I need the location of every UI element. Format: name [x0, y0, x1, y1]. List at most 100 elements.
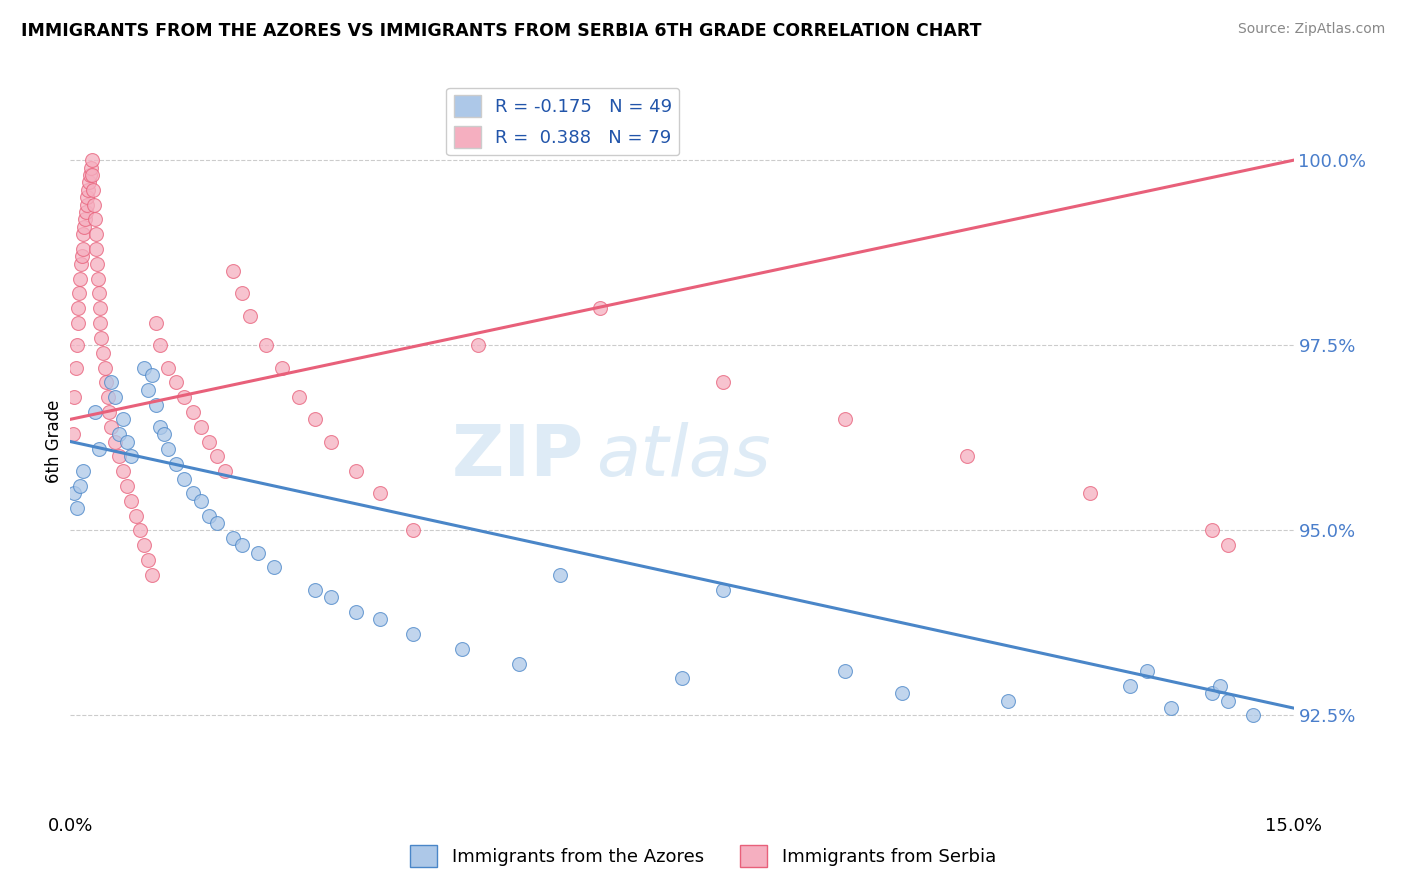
Point	[1201, 686, 1223, 700]
Point	[90, 331, 112, 345]
Point	[75, 205, 97, 219]
Point	[344, 605, 367, 619]
Point	[145, 316, 167, 330]
Point	[548, 567, 571, 582]
Point	[205, 450, 228, 464]
Point	[112, 464, 135, 478]
Point	[66, 316, 89, 330]
Point	[70, 250, 93, 264]
Point	[198, 434, 221, 449]
Point	[1136, 664, 1159, 678]
Point	[72, 242, 94, 256]
Point	[222, 264, 245, 278]
Point	[72, 464, 94, 478]
Point	[181, 486, 204, 500]
Point	[149, 419, 172, 434]
Point	[402, 627, 425, 641]
Point	[271, 360, 294, 375]
Point	[321, 434, 343, 449]
Text: Source: ZipAtlas.com: Source: ZipAtlas.com	[1237, 22, 1385, 37]
Point	[136, 383, 159, 397]
Point	[956, 450, 979, 464]
Point	[132, 538, 155, 552]
Point	[87, 442, 110, 456]
Point	[91, 345, 114, 359]
Point	[1241, 708, 1264, 723]
Point	[157, 442, 180, 456]
Point	[190, 419, 212, 434]
Point	[124, 508, 146, 523]
Point	[287, 390, 309, 404]
Point	[77, 183, 100, 197]
Point	[76, 197, 98, 211]
Point	[222, 531, 245, 545]
Point	[67, 301, 90, 316]
Point	[108, 450, 131, 464]
Point	[80, 153, 103, 168]
Point	[73, 212, 96, 227]
Point	[84, 227, 107, 242]
Point	[997, 694, 1019, 708]
Point	[834, 412, 856, 426]
Point	[145, 398, 167, 412]
Point	[508, 657, 530, 671]
Point	[117, 479, 139, 493]
Point	[1218, 694, 1240, 708]
Point	[73, 219, 96, 234]
Point	[834, 664, 856, 678]
Point	[239, 309, 262, 323]
Point	[368, 612, 391, 626]
Point	[450, 641, 472, 656]
Y-axis label: 6th Grade: 6th Grade	[45, 400, 63, 483]
Point	[198, 508, 221, 523]
Point	[136, 553, 159, 567]
Point	[141, 567, 163, 582]
Point	[69, 271, 91, 285]
Point	[121, 450, 143, 464]
Point	[467, 338, 489, 352]
Point	[1201, 524, 1223, 538]
Point	[231, 538, 253, 552]
Point	[263, 560, 285, 574]
Point	[100, 376, 122, 390]
Point	[1160, 701, 1182, 715]
Point	[891, 686, 914, 700]
Text: atlas: atlas	[596, 422, 770, 491]
Point	[149, 338, 172, 352]
Point	[67, 286, 90, 301]
Point	[304, 412, 326, 426]
Point	[589, 301, 612, 316]
Point	[66, 338, 89, 352]
Point	[711, 376, 734, 390]
Text: ZIP: ZIP	[451, 422, 583, 491]
Text: IMMIGRANTS FROM THE AZORES VS IMMIGRANTS FROM SERBIA 6TH GRADE CORRELATION CHART: IMMIGRANTS FROM THE AZORES VS IMMIGRANTS…	[21, 22, 981, 40]
Point	[368, 486, 391, 500]
Legend: R = -0.175   N = 49, R =  0.388   N = 79: R = -0.175 N = 49, R = 0.388 N = 79	[446, 87, 679, 155]
Point	[165, 376, 187, 390]
Point	[205, 516, 228, 530]
Point	[87, 286, 110, 301]
Point	[108, 427, 131, 442]
Legend: Immigrants from the Azores, Immigrants from Serbia: Immigrants from the Azores, Immigrants f…	[404, 838, 1002, 874]
Point	[89, 316, 111, 330]
Point	[173, 472, 195, 486]
Point	[190, 493, 212, 508]
Point	[173, 390, 195, 404]
Point	[141, 368, 163, 382]
Point	[1218, 538, 1240, 552]
Point	[1078, 486, 1101, 500]
Point	[77, 176, 100, 190]
Point	[214, 464, 236, 478]
Point	[76, 190, 98, 204]
Point	[86, 242, 108, 256]
Point	[63, 390, 86, 404]
Point	[157, 360, 180, 375]
Point	[711, 582, 734, 597]
Point	[100, 419, 122, 434]
Point	[153, 427, 176, 442]
Point	[82, 168, 104, 182]
Point	[132, 360, 155, 375]
Point	[72, 227, 94, 242]
Point	[165, 457, 187, 471]
Point	[62, 427, 84, 442]
